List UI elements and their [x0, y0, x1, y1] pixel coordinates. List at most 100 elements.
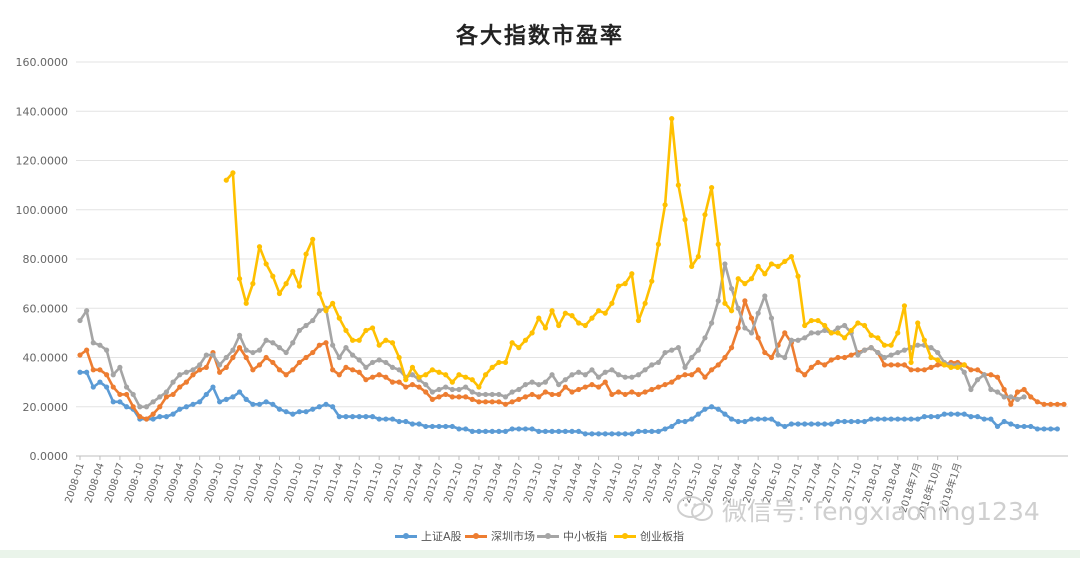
data-point — [835, 325, 841, 331]
data-point — [901, 416, 908, 422]
data-point — [323, 340, 329, 346]
data-point — [855, 418, 861, 425]
data-point — [449, 386, 455, 393]
data-point — [921, 414, 927, 420]
data-point — [562, 428, 568, 434]
data-point — [529, 391, 535, 398]
data-point — [955, 411, 961, 417]
data-point — [117, 364, 123, 370]
legend-swatch — [537, 532, 559, 539]
data-point — [403, 418, 409, 425]
data-point — [489, 428, 495, 434]
data-point — [1054, 401, 1060, 407]
data-point — [363, 327, 369, 334]
data-point — [822, 421, 828, 427]
data-point — [635, 317, 642, 324]
data-point — [376, 357, 382, 363]
data-point — [808, 330, 814, 336]
data-point — [183, 379, 189, 385]
data-point — [881, 342, 888, 348]
data-point — [994, 374, 1001, 380]
data-point — [436, 369, 442, 375]
data-point — [775, 263, 781, 269]
data-point — [163, 389, 170, 395]
data-point — [968, 386, 974, 393]
data-point — [629, 431, 635, 437]
data-point — [935, 349, 941, 356]
data-point — [303, 409, 309, 415]
data-point — [742, 281, 748, 287]
x-tick-label: 2011-07 — [343, 462, 366, 505]
data-point — [928, 354, 934, 361]
data-point — [549, 308, 555, 314]
data-point — [582, 322, 588, 329]
data-point — [97, 367, 103, 373]
data-point — [150, 399, 156, 405]
data-point — [835, 330, 841, 336]
data-point — [283, 281, 289, 287]
data-point — [84, 308, 90, 314]
data-point — [177, 406, 183, 412]
data-point — [496, 391, 502, 398]
data-point — [463, 384, 469, 390]
data-point — [416, 374, 422, 380]
data-point — [236, 389, 243, 395]
data-point — [197, 362, 203, 368]
data-point — [123, 391, 130, 398]
data-point — [536, 394, 542, 400]
x-tick-label: 2015-04 — [642, 462, 665, 505]
data-point — [848, 352, 854, 358]
data-point — [556, 428, 562, 434]
data-point — [682, 217, 688, 223]
data-point — [536, 315, 542, 321]
data-point — [822, 327, 828, 334]
data-point — [476, 428, 482, 434]
data-point — [77, 317, 83, 324]
data-point — [589, 315, 595, 321]
y-tick-label: 20.0000 — [23, 401, 69, 414]
data-point — [529, 330, 535, 336]
data-point — [336, 414, 342, 420]
data-point — [369, 359, 376, 366]
data-point — [1008, 421, 1014, 427]
data-point — [728, 345, 735, 351]
data-point — [496, 428, 502, 434]
x-tick-label: 2009-10 — [203, 462, 226, 505]
series-line — [78, 262, 1025, 409]
data-point — [170, 391, 176, 398]
data-point — [349, 414, 356, 420]
data-point — [223, 177, 229, 183]
data-point — [642, 300, 648, 306]
data-point — [290, 367, 296, 373]
x-tick-label: 2009-01 — [143, 462, 166, 505]
data-point — [569, 372, 575, 378]
x-tick-label: 2014-10 — [602, 462, 625, 505]
y-tick-label: 40.0000 — [23, 352, 69, 365]
data-point — [802, 372, 808, 378]
data-point — [349, 352, 356, 358]
data-point — [888, 352, 894, 358]
data-point — [635, 428, 642, 434]
data-point — [223, 354, 229, 361]
data-point — [795, 367, 801, 373]
data-point — [190, 372, 196, 378]
data-point — [456, 386, 462, 393]
data-point — [848, 327, 854, 334]
data-point — [655, 241, 662, 247]
data-point — [562, 384, 568, 390]
data-point — [868, 416, 874, 422]
data-point — [403, 384, 409, 390]
data-point — [915, 320, 921, 326]
x-tick-label: 2013-10 — [522, 462, 545, 505]
data-point — [695, 347, 701, 353]
data-point — [762, 349, 768, 356]
data-point — [243, 300, 249, 306]
data-point — [243, 347, 249, 353]
data-point — [735, 305, 741, 311]
data-point — [715, 406, 721, 412]
data-point — [1001, 386, 1007, 393]
data-point — [808, 421, 814, 427]
data-point — [928, 414, 934, 420]
data-point — [742, 418, 748, 425]
x-tick-label: 2014-07 — [582, 462, 605, 505]
